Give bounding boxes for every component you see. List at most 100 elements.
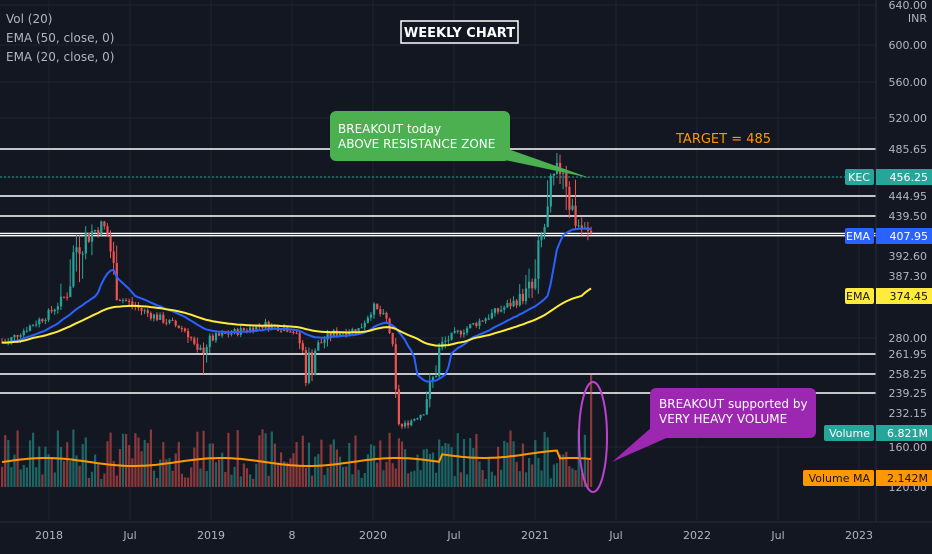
candle-body (115, 262, 118, 301)
candle-body (552, 173, 555, 176)
target-label: TARGET = 485 (675, 132, 771, 147)
volume-bar (121, 433, 125, 487)
candle-body (478, 320, 481, 326)
price-tag-name-bg (803, 470, 874, 486)
candle-body (512, 300, 515, 307)
volume-bar (382, 470, 385, 487)
candle-body (382, 312, 385, 314)
volume-bar (75, 455, 78, 487)
price-tag-name: Volume (829, 427, 870, 440)
time-tick-label: 2019 (197, 529, 225, 542)
candle-body (546, 206, 549, 228)
volume-bar (552, 464, 555, 487)
candle-body (311, 352, 314, 376)
volume-bar (540, 470, 543, 487)
candle-body (503, 307, 506, 310)
candle-body (320, 342, 323, 344)
volume-bar (416, 454, 419, 487)
volume-callout-line1: BREAKOUT supported by (659, 397, 808, 411)
volume-bar (490, 471, 493, 487)
candle-body (159, 314, 162, 320)
candle-body (32, 325, 35, 327)
volume-bar (7, 439, 10, 487)
candle-body (112, 251, 115, 263)
volume-bar (360, 477, 363, 487)
volume-bar (366, 454, 369, 487)
volume-bar (149, 429, 152, 487)
candle-body (87, 232, 90, 242)
volume-bar (394, 468, 397, 487)
candle-body (72, 252, 75, 287)
price-tick-label: 444.95 (889, 190, 928, 203)
volume-bar (590, 375, 593, 487)
candle-body (289, 331, 292, 333)
volume-bar (97, 464, 100, 487)
candle-body (143, 310, 146, 312)
candle-body (106, 226, 109, 236)
candle-body (456, 330, 459, 332)
volume-bar (72, 429, 75, 487)
candle-body (252, 327, 255, 332)
volume-bar (252, 478, 255, 487)
volume-bar (534, 440, 537, 487)
volume-bar (205, 471, 208, 487)
volume-bar (462, 438, 466, 487)
volume-bar (549, 478, 552, 487)
chart-title-box (400, 20, 519, 44)
volume-bar (190, 467, 193, 487)
candle-body (497, 308, 500, 312)
price-tag-name-bg (845, 288, 874, 304)
volume-bar (388, 432, 391, 487)
candle-body (97, 229, 100, 236)
volume-bar (311, 475, 314, 487)
legend-ema50[interactable]: EMA (50, close, 0) (6, 31, 115, 45)
volume-bar (10, 467, 13, 487)
volume-bar (50, 457, 53, 487)
volume-bar (211, 443, 214, 487)
price-tag-name-bg (824, 425, 874, 441)
price-tick-label: 640.00 (889, 0, 928, 12)
volume-bar (478, 461, 481, 487)
candle-body (128, 300, 131, 302)
volume-bar (69, 461, 72, 487)
volume-bar (239, 476, 242, 487)
volume-bar (115, 475, 118, 487)
price-tag-value-bg (876, 425, 932, 441)
candle-body (562, 172, 565, 174)
volume-bar (475, 433, 478, 487)
candle-body (230, 333, 233, 335)
candle-body (47, 309, 50, 320)
candle-body (19, 335, 22, 337)
chart-title: WEEKLY CHART (404, 26, 515, 41)
candle-body (487, 318, 490, 320)
candle-body (447, 339, 450, 341)
volume-callout-line2: VERY HEAVY VOLUME (659, 412, 787, 426)
candle-body (338, 333, 342, 336)
volume-bar (583, 434, 586, 487)
candle-body (580, 225, 583, 229)
candle-body (199, 347, 202, 350)
time-tick-label: 8 (289, 529, 296, 542)
candle-body (224, 332, 227, 334)
legend-ema20[interactable]: EMA (20, close, 0) (6, 50, 115, 64)
candle-body (261, 326, 264, 329)
legend-vol[interactable]: Vol (20) (6, 12, 53, 26)
volume-bar (1, 466, 4, 487)
volume-bar (348, 442, 351, 487)
volume-bar (177, 441, 180, 487)
volume-bar (180, 473, 183, 487)
price-tick-label: 160.00 (889, 441, 928, 454)
volume-bar (233, 466, 236, 487)
volume-bar (227, 432, 230, 487)
candle-body (242, 328, 245, 331)
volume-bar (503, 440, 506, 487)
volume-bar (373, 445, 376, 487)
volume-bar (165, 459, 168, 487)
candle-body (577, 225, 580, 227)
price-tick-label: 239.25 (889, 387, 928, 400)
volume-bar (509, 430, 512, 487)
volume-bar (431, 452, 435, 487)
volume-bar (400, 441, 404, 487)
volume-bar (22, 464, 25, 487)
